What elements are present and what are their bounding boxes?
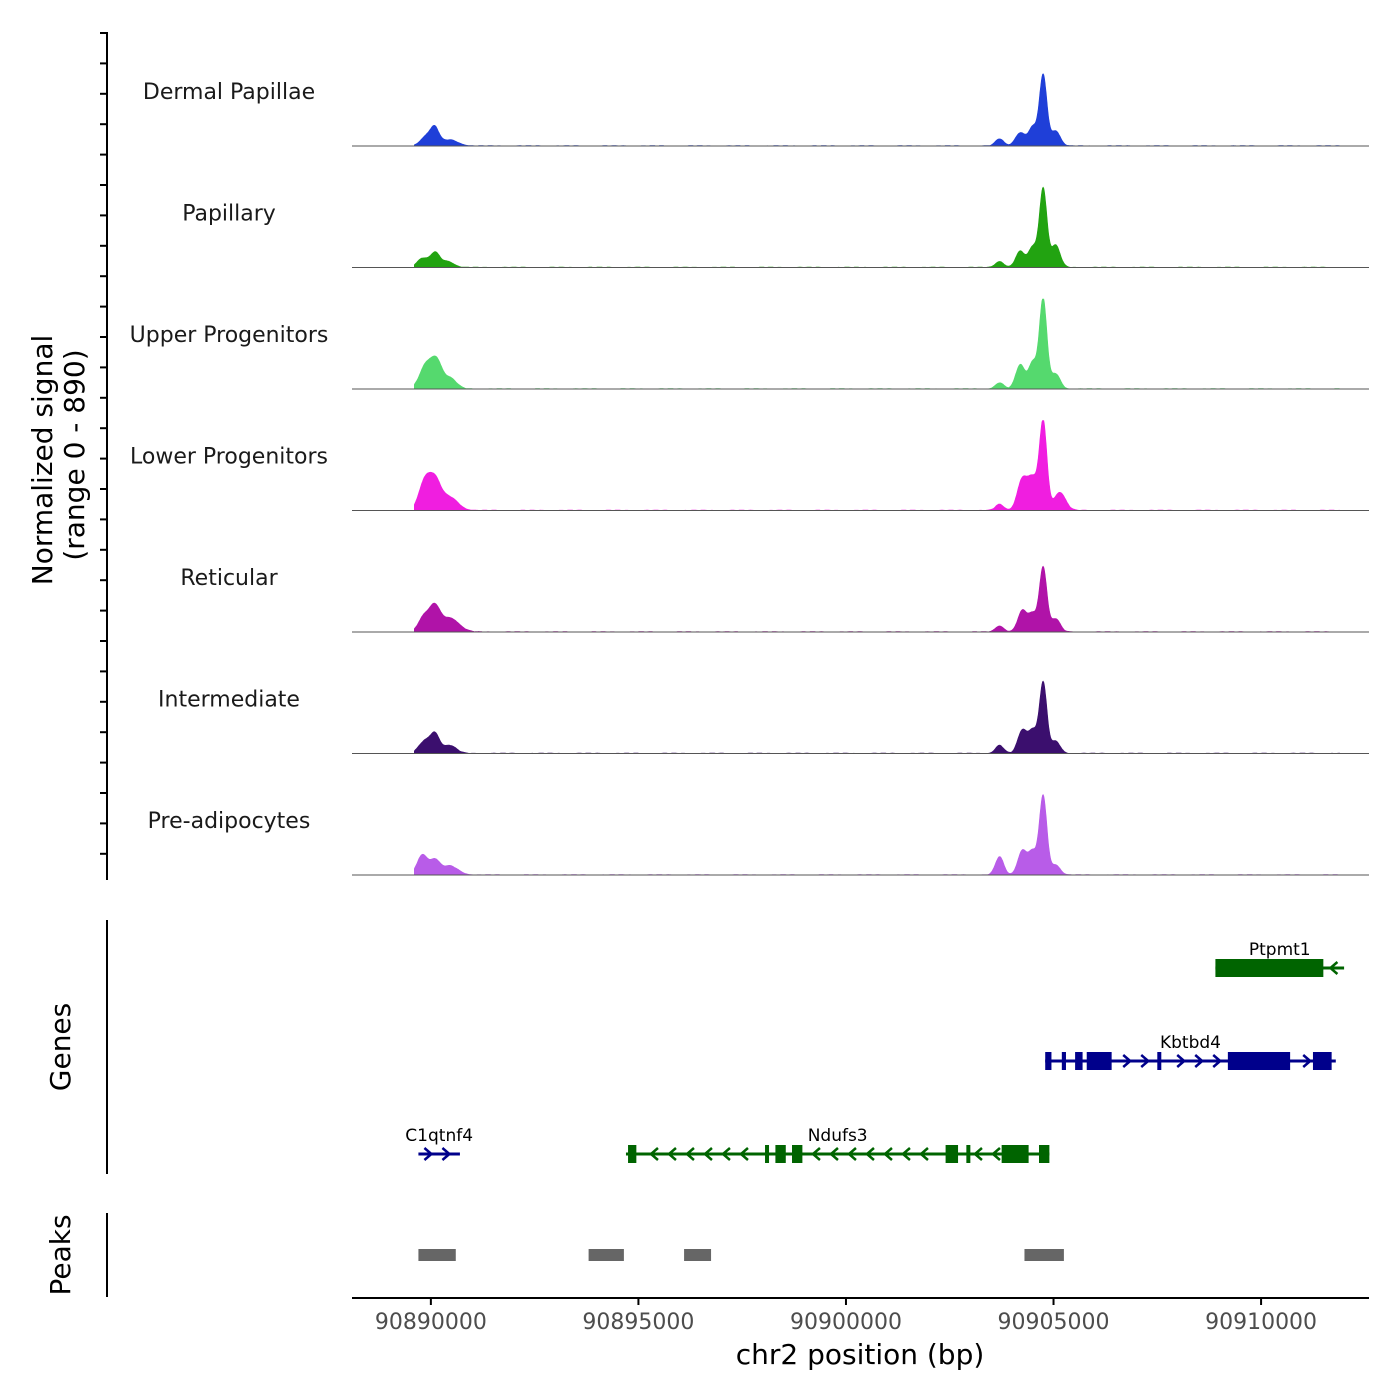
peak-region [1024,1249,1064,1261]
peak-regions [418,1249,1064,1261]
y-axis-title: Normalized signal (range 0 - 890) [26,335,91,586]
track-signal-area [414,73,1341,147]
gene-exon [765,1145,770,1163]
strand-arrow [829,1147,839,1161]
strand-arrow [1194,1054,1205,1068]
x-axis-title: chr2 position (bp) [736,1338,985,1371]
strand-arrow [991,1147,1001,1161]
track-label: Upper Progenitors [130,323,329,348]
gene-exon [1312,1052,1332,1070]
gene-exon [1086,1052,1112,1070]
strand-arrow [423,1147,434,1161]
track-intermediate: Intermediate [158,680,1369,754]
track-signal-area [414,794,1340,876]
track-signal-area [414,420,1341,511]
x-tick-label: 90905000 [998,1310,1110,1335]
genes-panel-label: Genes [44,1003,77,1091]
gene-exon [1001,1145,1029,1163]
track-signal-area [414,298,1341,390]
x-tick-label: 90900000 [790,1310,902,1335]
gene-exon [1157,1052,1162,1070]
gene-exon [1075,1052,1083,1070]
strand-arrow [847,1147,857,1161]
track-label: Pre-adipocytes [148,809,311,834]
strand-arrow [811,1147,821,1161]
peak-region [684,1249,712,1261]
strand-arrow [1328,961,1339,975]
track-lower-progenitors: Lower Progenitors [130,420,1369,511]
gene-exon [1038,1145,1050,1163]
strand-arrow [1176,1054,1187,1068]
signal-y-axis-ticks [100,32,107,855]
strand-arrow [721,1147,731,1161]
strand-arrow [667,1147,677,1161]
peak-region [418,1249,456,1261]
gene-exon [1045,1052,1052,1070]
track-label: Dermal Papillae [143,80,315,105]
track-signal-area [414,680,1341,754]
gene-ndufs3: Ndufs3 [625,1126,1050,1163]
x-tick-label: 90910000 [1205,1310,1317,1335]
track-reticular: Reticular [180,565,1369,633]
strand-arrow [649,1147,659,1161]
gene-exon [628,1145,637,1163]
track-signal-area [414,565,1340,633]
strand-arrow [703,1147,713,1161]
gene-label: Kbtbd4 [1160,1033,1221,1053]
gene-exon [966,1145,971,1163]
track-pre-adipocytes: Pre-adipocytes [148,794,1369,876]
gene-label: Ndufs3 [808,1126,868,1146]
strand-arrow [1140,1054,1151,1068]
gene-c1qtnf4: C1qtnf4 [405,1126,473,1161]
gene-exon [1215,959,1324,977]
y-axis-title-line2: (range 0 - 890) [58,349,91,560]
x-axis-ticks: 90890000 90895000 90900000 90905000 90910000 [375,1298,1317,1335]
peaks-panel-label: Peaks [44,1214,77,1295]
gene-annotations: Ptpmt1 Kbtbd4 C1qtnf4 Ndufs3 [405,940,1345,1163]
peak-region [588,1249,624,1261]
gene-label: C1qtnf4 [405,1126,473,1146]
track-label: Reticular [180,566,278,591]
track-label: Papillary [182,202,276,227]
strand-arrow [441,1147,452,1161]
x-tick-label: 90890000 [375,1310,487,1335]
track-papillary: Papillary [182,186,1369,268]
track-signal-area [414,186,1340,268]
track-upper-progenitors: Upper Progenitors [130,298,1369,390]
strand-arrow [901,1147,911,1161]
strand-arrow [973,1147,983,1161]
gene-exon [1227,1052,1291,1070]
track-dermal-papillae: Dermal Papillae [143,73,1369,147]
gene-exon [945,1145,959,1163]
strand-arrow [1212,1054,1223,1068]
gene-kbtbd4: Kbtbd4 [1045,1033,1336,1070]
y-axis-title-line1: Normalized signal [26,335,59,586]
gene-exon [1061,1052,1066,1070]
strand-arrow [1122,1054,1133,1068]
signal-tracks: Dermal Papillae Papillary Upper Progenitor… [130,73,1369,876]
x-tick-label: 90895000 [582,1310,694,1335]
track-label: Intermediate [158,688,300,713]
strand-arrow [1302,1054,1313,1068]
gene-ptpmt1: Ptpmt1 [1215,940,1345,977]
gene-exon [792,1145,803,1163]
track-label: Lower Progenitors [130,445,328,470]
strand-arrow [883,1147,893,1161]
strand-arrow [865,1147,875,1161]
strand-arrow [685,1147,695,1161]
gene-exon [775,1145,786,1163]
strand-arrow [919,1147,929,1161]
gene-label: Ptpmt1 [1249,940,1311,960]
strand-arrow [739,1147,749,1161]
